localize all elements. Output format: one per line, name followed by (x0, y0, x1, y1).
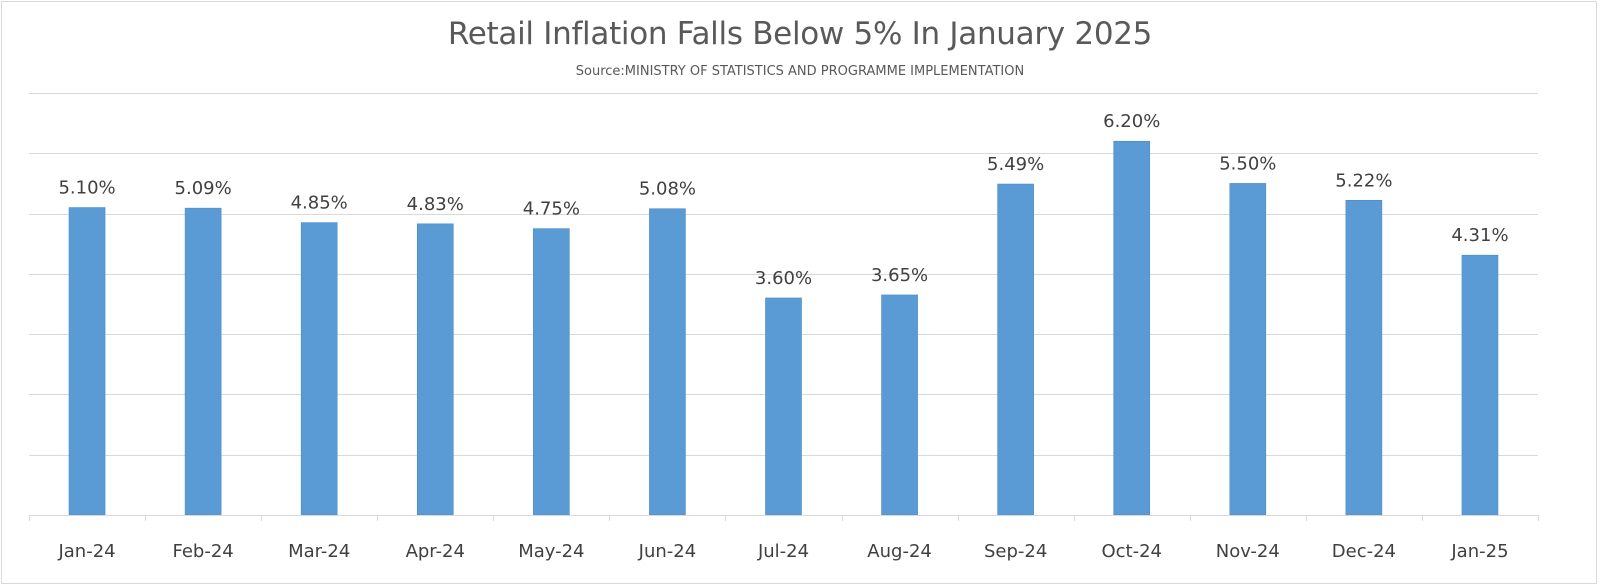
data-label: 5.22% (1335, 170, 1392, 191)
data-label: 4.83% (407, 194, 464, 215)
data-label: 5.08% (639, 179, 696, 200)
x-tick-label: Nov-24 (1216, 541, 1280, 562)
chart-subtitle: Source:MINISTRY OF STATISTICS AND PROGRA… (575, 64, 1025, 79)
x-tick-label: Oct-24 (1101, 541, 1162, 562)
bar-jul-24 (765, 297, 802, 516)
gridlines (29, 93, 1538, 456)
x-tick-label: Dec-24 (1332, 541, 1396, 562)
data-label: 5.50% (1219, 153, 1276, 174)
bar-jan-25 (1461, 254, 1499, 516)
x-tick-label: Aug-24 (867, 541, 932, 562)
data-label: 5.49% (987, 154, 1044, 175)
x-tick-label: Apr-24 (406, 541, 465, 562)
data-label: 3.65% (871, 265, 928, 286)
data-label: 5.10% (58, 178, 115, 199)
data-label: 4.31% (1451, 225, 1508, 246)
bar-nov-24 (1229, 183, 1267, 516)
data-labels: 5.10% 5.09% 4.85% 4.83% 4.75% 5.08% 3.60% 3.65%… (58, 111, 1508, 289)
bar-jan-24 (68, 207, 106, 516)
data-label: 4.75% (523, 199, 580, 220)
x-tick-label: Mar-24 (288, 541, 350, 562)
data-label: 4.85% (291, 193, 348, 214)
bar-mar-24 (300, 222, 338, 516)
x-tick-label: May-24 (518, 541, 584, 562)
data-label: 5.09% (175, 178, 232, 199)
x-tick-label: Jan-25 (1450, 541, 1508, 562)
x-axis (29, 515, 1539, 521)
data-label: 3.60% (755, 268, 812, 289)
x-tick-label: Sep-24 (984, 541, 1047, 562)
bar-apr-24 (416, 223, 454, 516)
data-label: 6.20% (1103, 111, 1160, 132)
bars (68, 140, 1499, 516)
x-tick-label: Feb-24 (172, 541, 233, 562)
bar-feb-24 (184, 207, 222, 516)
chart-title: Retail Inflation Falls Below 5% In Janua… (447, 16, 1153, 52)
bar-dec-24 (1345, 200, 1383, 516)
bar-oct-24 (1113, 140, 1151, 516)
x-tick-label: Jul-24 (757, 541, 809, 562)
bar-aug-24 (881, 294, 918, 516)
bar-sep-24 (997, 183, 1034, 516)
bar-may-24 (533, 228, 570, 516)
x-tick-label: Jan-24 (57, 541, 115, 562)
x-tick-label: Jun-24 (638, 541, 697, 562)
x-tick-labels: Jan-24 Feb-24 Mar-24 Apr-24 May-24 Jun-24 Jul-… (57, 541, 1508, 562)
bar-jun-24 (649, 208, 686, 516)
